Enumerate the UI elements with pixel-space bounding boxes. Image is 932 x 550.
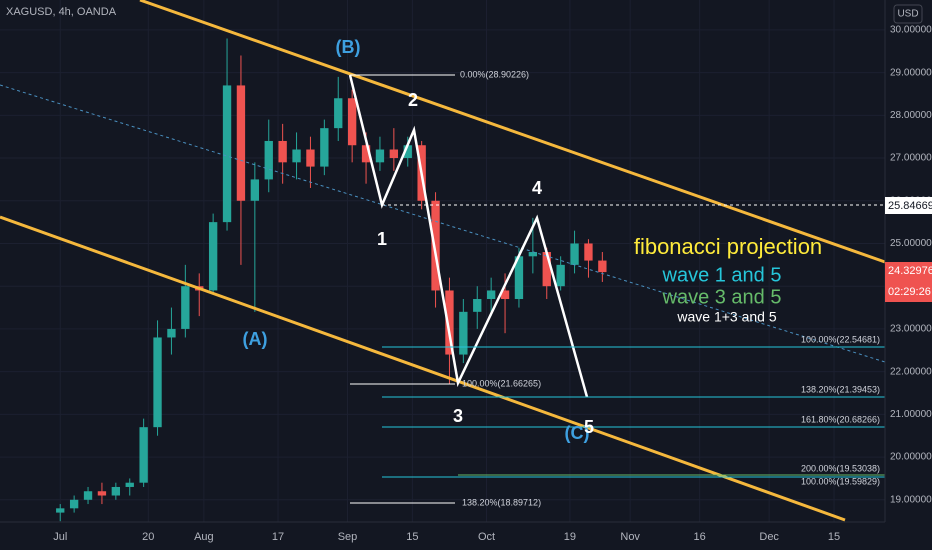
symbol-title: XAGUSD, 4h, OANDA xyxy=(6,6,117,18)
candle-body xyxy=(208,222,218,291)
x-tick-label: 17 xyxy=(272,531,284,543)
y-tick-label: 20.00000 xyxy=(890,452,932,463)
annotation: fibonacci projection xyxy=(634,234,822,259)
fib-label: 100.00%(21.66265) xyxy=(462,378,541,388)
x-tick-label: Oct xyxy=(478,531,495,543)
candle-body xyxy=(264,140,273,180)
wave-label: 3 xyxy=(453,406,463,426)
candles xyxy=(56,38,607,522)
candle-body xyxy=(125,482,134,487)
x-tick-label: 20 xyxy=(142,531,154,543)
y-tick-label: 29.00000 xyxy=(890,67,932,78)
currency: USD xyxy=(897,9,918,20)
fib-label: 138.20%(21.39453) xyxy=(801,384,880,394)
candle-body xyxy=(347,98,357,146)
lower-channel xyxy=(0,215,846,522)
price-tag-text: 25.84669 xyxy=(888,200,932,212)
candle-body xyxy=(431,200,440,291)
y-tick-label: 25.00000 xyxy=(890,238,932,249)
candle-body xyxy=(389,149,399,159)
wave-label: (A) xyxy=(243,329,268,349)
candle-body xyxy=(486,290,496,300)
candle-body xyxy=(83,491,93,500)
candle-body xyxy=(403,145,412,159)
annotation: wave 3 and 5 xyxy=(662,286,782,308)
candle-body xyxy=(111,486,121,496)
y-tick-label: 23.00000 xyxy=(890,324,932,335)
candle-body xyxy=(473,299,482,312)
candle-body xyxy=(320,128,329,167)
upper-channel xyxy=(139,0,886,264)
candle-body xyxy=(250,179,260,201)
price-tag-text: 24.32976 xyxy=(888,265,932,277)
candle-body xyxy=(292,149,301,163)
annotation: wave 1+3 and 5 xyxy=(676,309,776,325)
x-tick-label: Aug xyxy=(194,531,214,543)
y-tick-label: 21.00000 xyxy=(890,409,932,420)
y-tick-label: 27.00000 xyxy=(890,153,932,164)
wave-label: 4 xyxy=(532,178,542,198)
wave-label: (B) xyxy=(336,37,361,57)
candle-body xyxy=(500,290,510,300)
y-tick-label: 19.00000 xyxy=(890,494,932,505)
y-tick-label: 28.00000 xyxy=(890,110,932,121)
candle-body xyxy=(236,85,246,201)
x-tick-label: Sep xyxy=(338,531,358,543)
candle-body xyxy=(56,508,65,513)
wave-label: (C) xyxy=(565,423,590,443)
y-tick-label: 30.00000 xyxy=(890,25,932,36)
wave-path xyxy=(348,74,589,398)
mid-channel xyxy=(0,84,886,363)
candle-body xyxy=(459,311,468,355)
price-tag-text: 02:29:26 xyxy=(888,286,931,298)
candle-body xyxy=(69,499,79,509)
x-tick-label: 19 xyxy=(564,531,576,543)
fib-label: 100.00%(19.59829) xyxy=(801,476,880,486)
fib-label: 200.00%(19.53038) xyxy=(801,463,880,473)
fib-label: 138.20%(18.89712) xyxy=(462,497,541,507)
x-tick-label: 15 xyxy=(828,531,840,543)
grid xyxy=(0,0,885,522)
candle-body xyxy=(556,264,565,287)
x-tick-label: Jul xyxy=(53,531,67,543)
candle-body xyxy=(542,252,551,287)
x-tick-label: Dec xyxy=(759,531,779,543)
candle-body xyxy=(153,337,162,428)
wave-label: 5 xyxy=(584,417,594,437)
fib-label: 0.00%(28.90226) xyxy=(460,69,529,79)
candle-body xyxy=(361,145,371,163)
candle-body xyxy=(570,243,579,265)
fib-label: 100.00%(22.54681) xyxy=(801,334,880,344)
candle-body xyxy=(306,149,315,167)
candle-body xyxy=(334,98,343,129)
x-tick-label: 16 xyxy=(694,531,706,543)
y-tick-label: 22.00000 xyxy=(890,366,932,377)
candle-body xyxy=(598,260,607,273)
price-tag xyxy=(885,262,932,302)
annotation: wave 1 and 5 xyxy=(662,264,782,286)
candle-body xyxy=(167,328,176,338)
x-tick-label: Nov xyxy=(620,531,640,543)
candle-body xyxy=(445,290,454,355)
candle-body xyxy=(181,286,190,329)
candle-body xyxy=(278,140,287,163)
candle-body xyxy=(528,252,538,257)
price-tag xyxy=(885,197,932,214)
candle-body xyxy=(97,491,107,496)
x-tick-label: 15 xyxy=(406,531,418,543)
fib-label: 161.80%(20.68266) xyxy=(801,414,880,424)
candle-body xyxy=(139,427,148,483)
candle-body xyxy=(222,85,232,223)
wave-label: 1 xyxy=(377,229,387,249)
currency-box xyxy=(893,4,923,24)
candle-body xyxy=(584,243,593,261)
candle-body xyxy=(514,256,524,300)
drawings: 0.00%(28.90226) 100.00%(21.66265) 138.20… xyxy=(0,0,886,522)
wave-label: 2 xyxy=(408,90,418,110)
candle-body xyxy=(375,149,385,163)
